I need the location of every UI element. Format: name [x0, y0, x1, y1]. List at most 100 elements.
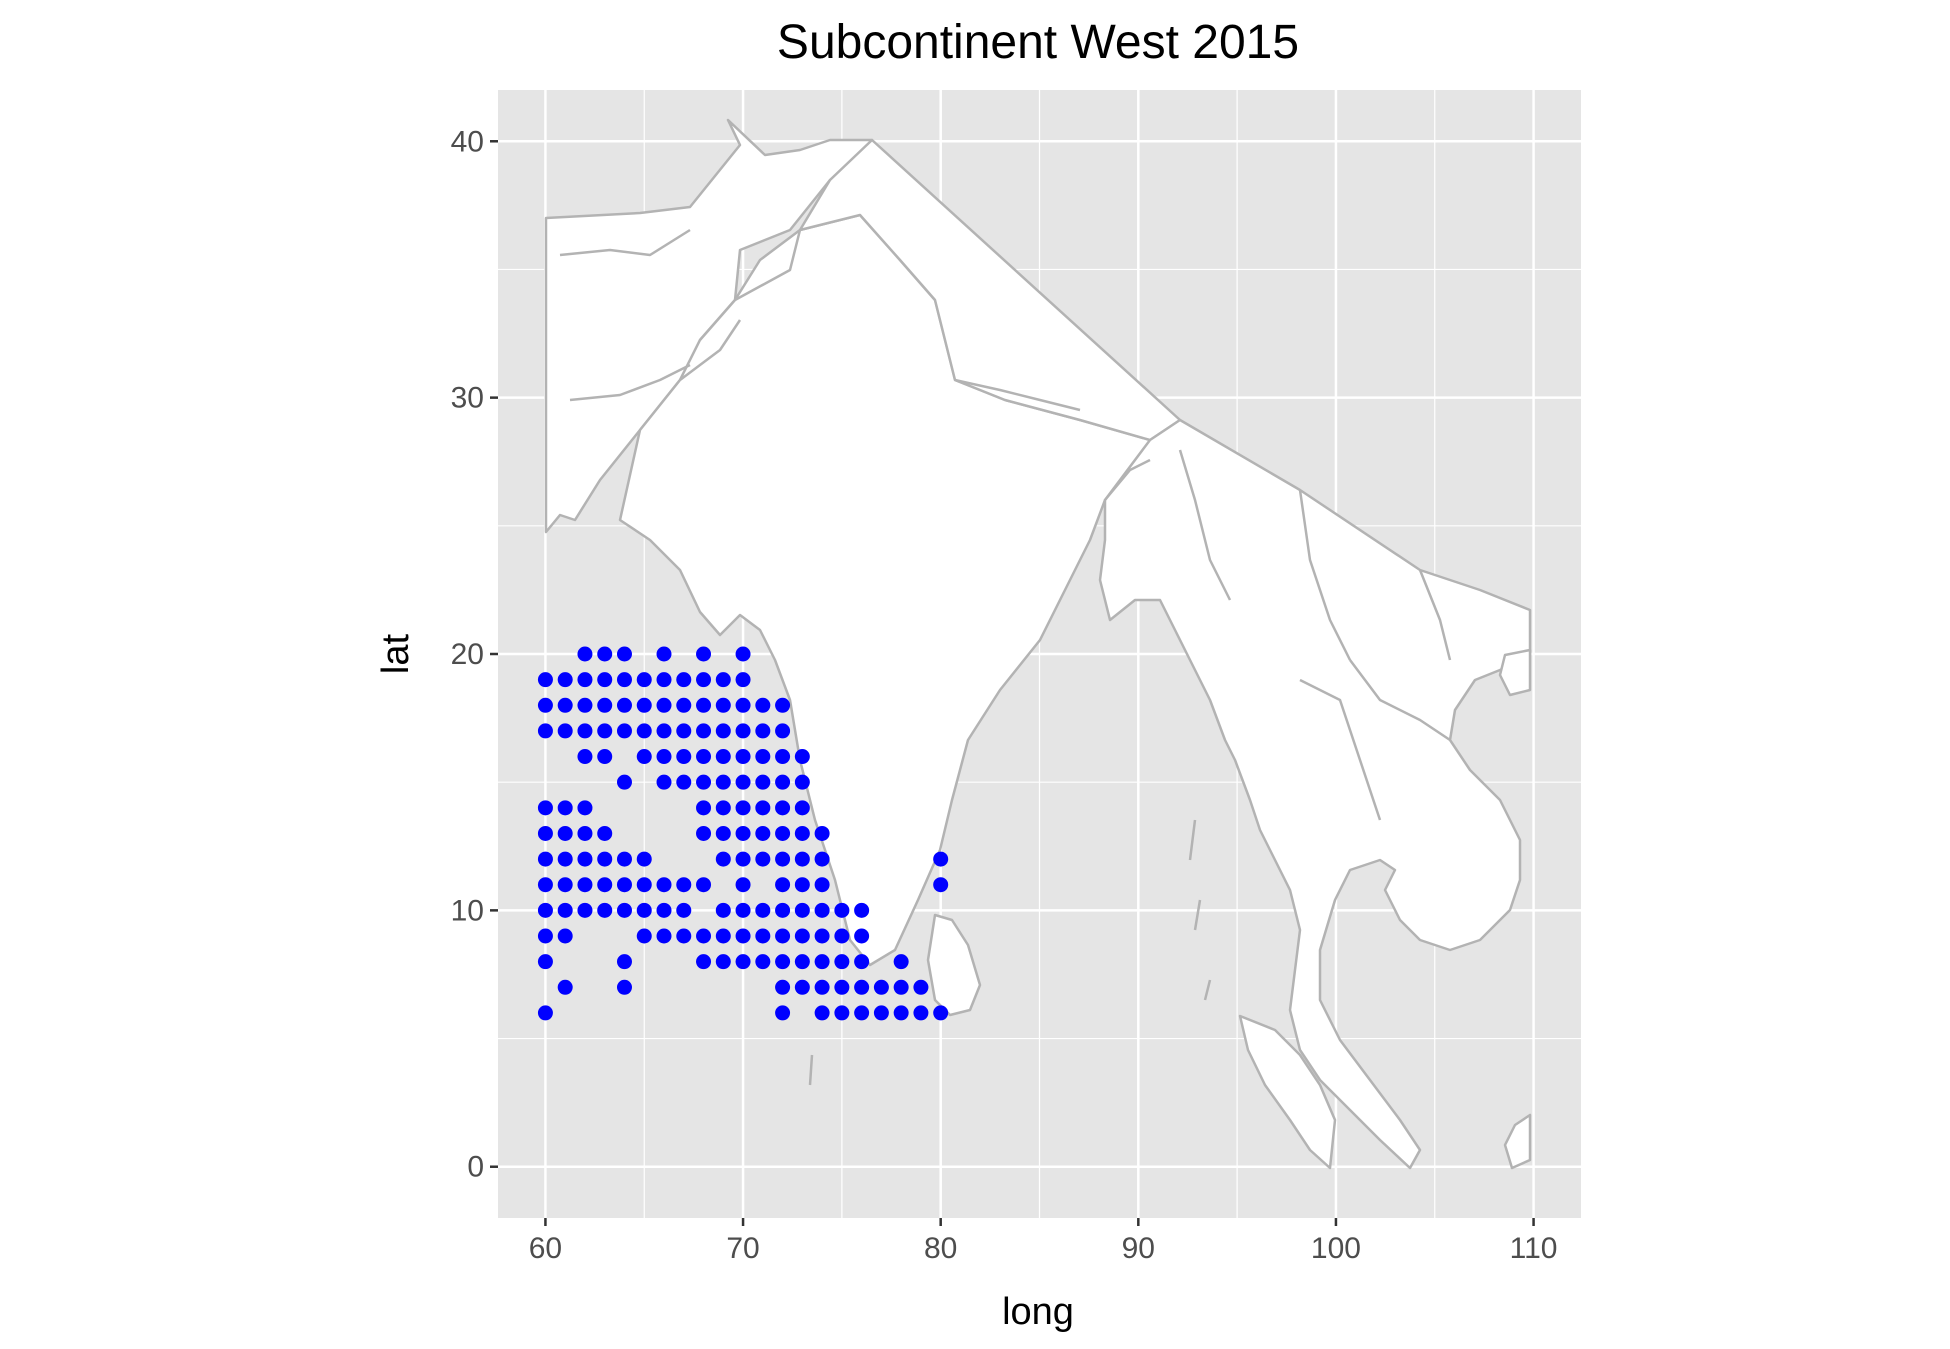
- data-point: [775, 902, 791, 918]
- data-point: [696, 646, 712, 662]
- data-point: [755, 954, 771, 970]
- data-point: [636, 723, 652, 739]
- data-point: [577, 697, 593, 713]
- x-tick-label: 70: [726, 1232, 759, 1265]
- data-point: [775, 825, 791, 841]
- data-point: [676, 697, 692, 713]
- data-point: [577, 825, 593, 841]
- data-point: [715, 928, 731, 944]
- data-point: [735, 902, 751, 918]
- data-point: [656, 774, 672, 790]
- data-point: [597, 723, 613, 739]
- data-point: [735, 954, 751, 970]
- x-axis: 60 70 80 90 100 110: [529, 1218, 1558, 1265]
- land-sumatra: [1238, 1014, 1337, 1170]
- data-point: [616, 902, 632, 918]
- data-point: [775, 928, 791, 944]
- y-axis-title: lat: [375, 633, 417, 674]
- data-point: [636, 902, 652, 918]
- data-point: [656, 877, 672, 893]
- data-point: [873, 1005, 889, 1021]
- data-point: [537, 877, 553, 893]
- data-point: [854, 902, 870, 918]
- data-point: [735, 723, 751, 739]
- data-point: [696, 800, 712, 816]
- data-point: [814, 1005, 830, 1021]
- land-himalaya: [798, 138, 1182, 442]
- x-tick-label: 60: [529, 1232, 562, 1265]
- data-point: [775, 954, 791, 970]
- data-point: [913, 1005, 929, 1021]
- x-axis-title: long: [1002, 1291, 1074, 1333]
- data-point: [735, 697, 751, 713]
- data-point: [933, 877, 949, 893]
- data-point: [794, 877, 810, 893]
- data-point: [676, 902, 692, 918]
- data-point: [814, 877, 830, 893]
- data-point: [893, 1005, 909, 1021]
- data-point: [676, 877, 692, 893]
- x-tick-label: 110: [1510, 1232, 1558, 1265]
- data-point: [696, 825, 712, 841]
- data-point: [755, 928, 771, 944]
- data-point: [814, 825, 830, 841]
- data-point: [597, 851, 613, 867]
- data-point: [933, 1005, 949, 1021]
- country-outlines-map: [544, 118, 1532, 1170]
- x-tick-label: 90: [1122, 1232, 1155, 1265]
- land-southeast-asia: [1098, 418, 1532, 1170]
- data-point: [913, 979, 929, 995]
- data-point: [893, 954, 909, 970]
- data-point: [636, 672, 652, 688]
- data-point: [735, 774, 751, 790]
- data-point: [597, 749, 613, 765]
- data-point: [735, 646, 751, 662]
- data-point: [537, 851, 553, 867]
- y-tick-label: 10: [451, 894, 484, 927]
- data-point: [616, 697, 632, 713]
- data-point: [616, 877, 632, 893]
- data-point: [537, 928, 553, 944]
- data-point: [577, 749, 593, 765]
- data-point: [636, 851, 652, 867]
- data-point: [557, 723, 573, 739]
- data-point: [794, 902, 810, 918]
- data-point: [794, 749, 810, 765]
- data-point: [557, 697, 573, 713]
- data-point: [696, 697, 712, 713]
- data-point: [735, 825, 751, 841]
- data-point: [557, 672, 573, 688]
- data-point: [755, 851, 771, 867]
- data-points: [537, 646, 949, 1021]
- data-point: [656, 749, 672, 765]
- data-point: [696, 954, 712, 970]
- y-tick-label: 20: [451, 638, 484, 671]
- data-point: [735, 928, 751, 944]
- data-point: [557, 851, 573, 867]
- data-point: [794, 954, 810, 970]
- data-point: [775, 979, 791, 995]
- data-point: [537, 1005, 553, 1021]
- data-point: [537, 902, 553, 918]
- data-point: [873, 979, 889, 995]
- data-point: [735, 877, 751, 893]
- data-point: [775, 749, 791, 765]
- data-point: [755, 800, 771, 816]
- data-point: [814, 954, 830, 970]
- data-point: [696, 877, 712, 893]
- data-point: [597, 825, 613, 841]
- data-point: [715, 697, 731, 713]
- data-point: [814, 928, 830, 944]
- data-point: [636, 877, 652, 893]
- data-point: [735, 672, 751, 688]
- data-point: [636, 749, 652, 765]
- data-point: [735, 851, 751, 867]
- data-point: [656, 672, 672, 688]
- data-point: [537, 672, 553, 688]
- y-tick-label: 40: [451, 125, 484, 158]
- land-sri-lanka: [926, 913, 982, 1017]
- y-tick-label: 0: [467, 1151, 484, 1184]
- data-point: [755, 723, 771, 739]
- data-point: [577, 851, 593, 867]
- data-point: [794, 979, 810, 995]
